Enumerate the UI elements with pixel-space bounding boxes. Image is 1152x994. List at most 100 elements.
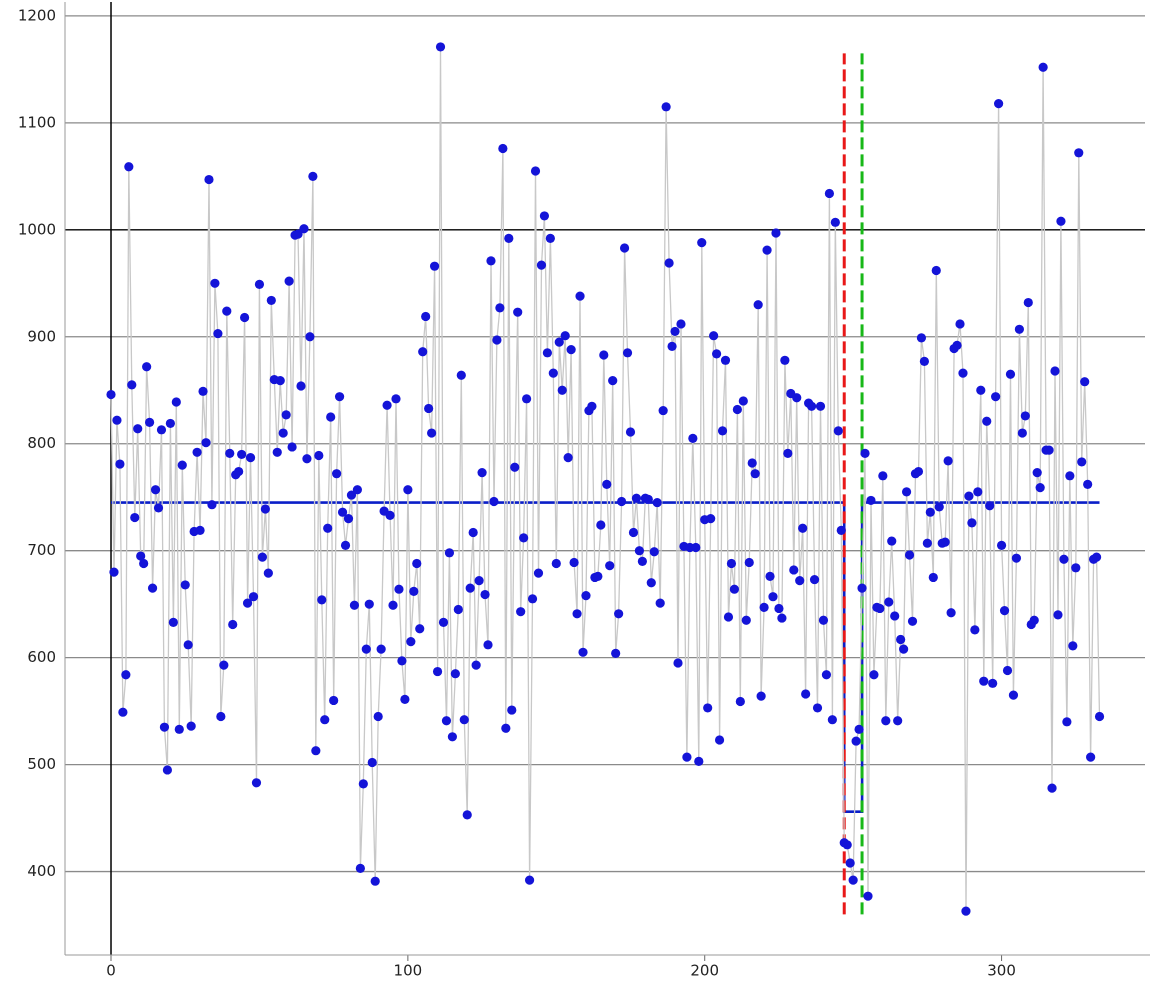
data-point [222,306,232,316]
data-point [139,558,149,569]
data-point [329,695,339,706]
data-point [717,426,728,436]
data-point [204,174,214,185]
data-point [747,458,757,468]
data-point [248,592,259,602]
data-point [735,696,745,707]
data-point [1062,717,1072,727]
data-point [210,278,220,288]
y-tick-label: 1200 [18,6,56,24]
data-point [587,401,597,411]
data-point [563,453,573,463]
y-tick-label: 1000 [18,220,56,238]
data-point [789,565,799,575]
data-point [106,389,116,400]
data-point [759,602,769,612]
data-point [343,514,354,524]
data-point [560,331,570,341]
data-point [153,503,164,513]
data-point [890,611,900,621]
x-tick-label: 0 [106,962,116,980]
data-point [471,660,481,670]
data-point [127,380,137,390]
data-point [109,567,119,577]
data-point [664,258,674,268]
data-point [326,412,336,422]
data-point [991,392,1001,402]
data-point [1029,615,1039,625]
data-point [824,188,834,199]
data-point [569,557,579,568]
data-point [940,537,950,547]
data-point [581,591,591,601]
data-point [432,666,443,677]
data-point [486,256,496,266]
data-point [453,604,463,615]
data-point [361,644,371,654]
data-point [732,404,742,415]
data-point [346,490,357,500]
data-point [703,703,713,713]
data-point [706,514,716,524]
data-point [266,295,276,306]
data-point [1050,366,1060,376]
data-point [429,261,440,271]
data-point [382,400,392,410]
data-point [599,350,609,360]
data-point [851,736,861,746]
data-point [670,326,680,337]
data-point [815,401,826,411]
data-point [726,558,737,569]
data-point [750,469,760,479]
data-point [524,875,535,885]
data-point [171,397,181,407]
data-point [756,691,766,701]
data-point [792,393,802,403]
data-point [709,331,719,341]
data-point [456,370,466,380]
data-point [551,558,561,569]
data-point [845,858,855,868]
data-point [159,722,170,732]
data-point [904,550,915,560]
data-point [314,450,324,461]
y-tick-label: 700 [27,541,56,559]
data-point [1056,216,1066,226]
data-point [507,705,517,715]
data-point [516,607,526,617]
data-point [406,637,416,647]
y-tick-label: 400 [27,862,56,880]
data-point [608,376,618,386]
data-point [459,715,469,725]
data-point [566,345,576,355]
data-point [237,449,247,460]
data-point [358,779,368,789]
data-point [320,715,330,725]
data-point [827,715,837,725]
data-point [308,171,318,181]
data-point [385,510,395,521]
data-point [694,756,704,767]
data-point [468,527,478,538]
data-point [729,584,740,594]
data-point [489,496,499,507]
data-point [1008,690,1019,700]
data-point [637,556,647,566]
data-point [287,442,297,452]
data-line [110,46,1101,912]
data-point [115,459,125,469]
data-point [180,580,190,590]
data-point [435,42,446,52]
data-point [711,349,722,359]
y-tick-label: 800 [27,434,56,452]
data-point [628,527,639,538]
data-point [762,245,772,255]
data-point [145,417,155,427]
data-point [465,583,475,593]
data-point [340,540,351,550]
data-point [1053,610,1063,620]
data-point [593,571,603,581]
data-point [631,493,642,503]
data-point [943,456,953,466]
data-point [501,723,511,733]
